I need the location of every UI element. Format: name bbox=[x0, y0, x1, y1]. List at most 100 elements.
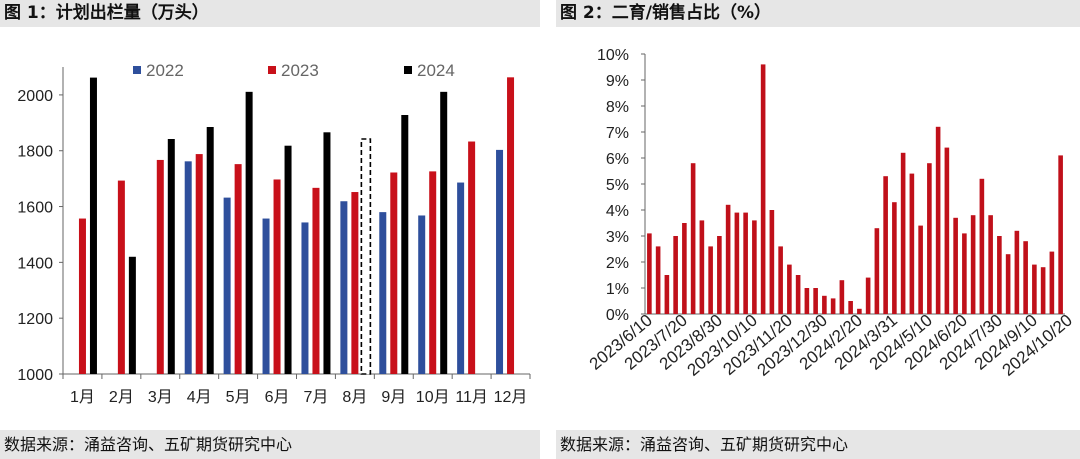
bar-2024 bbox=[323, 132, 331, 374]
bar bbox=[804, 288, 810, 314]
y-tick-label: 7% bbox=[606, 125, 629, 142]
y-tick-label: 1800 bbox=[17, 144, 53, 161]
bar bbox=[1005, 254, 1011, 314]
bar-2024 bbox=[284, 145, 292, 374]
bar bbox=[647, 233, 652, 314]
bar-2022 bbox=[457, 182, 465, 374]
bar bbox=[795, 275, 801, 314]
x-tick-label: 8月 bbox=[342, 389, 367, 406]
y-tick-label: 1200 bbox=[17, 311, 53, 328]
bar bbox=[962, 233, 967, 314]
right-chart-title: 图 2：二育/销售占比（%） bbox=[556, 0, 1080, 27]
bar bbox=[813, 288, 818, 314]
bar bbox=[918, 225, 923, 314]
bar-2024 bbox=[206, 127, 214, 374]
y-tick-label: 1400 bbox=[17, 255, 53, 272]
bar bbox=[1032, 264, 1037, 314]
y-tick-label: 8% bbox=[606, 99, 629, 116]
bar bbox=[988, 215, 993, 314]
x-tick-label: 12月 bbox=[494, 389, 528, 406]
bar bbox=[769, 210, 775, 314]
left-source-note: 数据来源：涌益咨询、五矿期货研究中心 bbox=[0, 430, 540, 459]
x-tick-label: 5月 bbox=[226, 389, 251, 406]
bar bbox=[743, 212, 748, 314]
left-panel: 图 1：计划出栏量（万头） 1000 1200 1400 1600 1800 2000 1月… bbox=[0, 0, 540, 459]
bar-2023 bbox=[429, 171, 437, 374]
bar bbox=[778, 246, 783, 314]
bar-2023 bbox=[351, 192, 359, 374]
bar bbox=[857, 308, 862, 314]
x-tick-label: 9月 bbox=[381, 389, 406, 406]
bar bbox=[708, 246, 713, 314]
planned-slaughter-chart: 1000 1200 1400 1600 1800 2000 1月 2月 3月 4月 5月 6月 7月 8月… bbox=[17, 61, 531, 406]
bar bbox=[970, 215, 976, 314]
y-tick-label: 4% bbox=[606, 203, 629, 220]
bar bbox=[1058, 155, 1063, 314]
bar-2022 bbox=[184, 161, 192, 374]
bar bbox=[664, 275, 670, 314]
bar-2023 bbox=[468, 141, 476, 374]
bar-2023 bbox=[234, 164, 242, 374]
bar bbox=[682, 223, 687, 314]
bar-2023 bbox=[312, 187, 320, 374]
bar bbox=[690, 163, 696, 314]
bar-2023 bbox=[195, 154, 203, 374]
x-tick-label: 6月 bbox=[265, 389, 290, 406]
bar-2022 bbox=[262, 218, 270, 374]
bar-2023 bbox=[273, 179, 281, 374]
bar-2022 bbox=[496, 149, 504, 374]
bar bbox=[953, 217, 958, 314]
legend-label-2024: 2024 bbox=[417, 61, 455, 80]
x-tick-label: 4月 bbox=[187, 389, 212, 406]
y-tick-label: 9% bbox=[606, 73, 629, 90]
bar-2023 bbox=[78, 218, 86, 374]
right-source-note: 数据来源：涌益咨询、五矿期货研究中心 bbox=[556, 430, 1080, 459]
bar-2023 bbox=[507, 77, 515, 375]
y-tick-label: 0% bbox=[606, 307, 629, 324]
right-panel: 图 2：二育/销售占比（%） 0% 1% 2% 3% 4% 5% 6% 7% 8% 9% 10% 20… bbox=[556, 0, 1080, 459]
x-tick-label: 2月 bbox=[109, 389, 134, 406]
bar-2024 bbox=[89, 77, 97, 374]
bar-2022 bbox=[340, 201, 348, 374]
bar-2024 bbox=[440, 91, 448, 375]
second-fattening-ratio-chart: 0%1%2%3%4%5%6%7%8%9%10%2023/6/102023/7/2… bbox=[586, 47, 1076, 380]
bar bbox=[1014, 230, 1020, 314]
bar-2024 bbox=[401, 115, 409, 375]
bar-2024 bbox=[128, 256, 136, 374]
bar bbox=[883, 176, 888, 314]
legend-label-2022: 2022 bbox=[146, 61, 184, 80]
bar bbox=[865, 277, 871, 314]
bar bbox=[655, 246, 661, 314]
legend-swatch-2022 bbox=[133, 66, 141, 74]
x-tick-label: 10月 bbox=[416, 389, 450, 406]
left-chart-title: 图 1：计划出栏量（万头） bbox=[0, 0, 540, 27]
legend-swatch-2023 bbox=[268, 66, 276, 74]
bar bbox=[848, 301, 853, 314]
bar bbox=[909, 173, 915, 314]
bar bbox=[673, 236, 678, 314]
y-tick-label: 1600 bbox=[17, 200, 53, 217]
bar bbox=[997, 236, 1002, 314]
bar-2024-forecast bbox=[360, 138, 372, 375]
bar bbox=[725, 204, 731, 314]
bar-2023 bbox=[390, 172, 398, 374]
bar-2023 bbox=[156, 159, 164, 374]
y-tick-label: 6% bbox=[606, 151, 629, 168]
bar bbox=[717, 236, 722, 314]
bar bbox=[892, 202, 897, 314]
bar bbox=[1049, 251, 1055, 314]
bar-2022 bbox=[223, 197, 231, 374]
bar bbox=[760, 64, 766, 315]
bar bbox=[927, 163, 932, 314]
y-tick-label: 10% bbox=[597, 47, 629, 64]
x-tick-label: 11月 bbox=[455, 389, 488, 406]
bar bbox=[944, 147, 950, 314]
bar bbox=[830, 298, 836, 314]
bar bbox=[839, 280, 845, 314]
bar bbox=[979, 178, 985, 314]
bar-2022 bbox=[301, 222, 309, 374]
bar-2024 bbox=[167, 139, 175, 374]
y-tick-label: 5% bbox=[606, 177, 629, 194]
bar bbox=[1023, 241, 1028, 314]
bar bbox=[752, 220, 757, 314]
